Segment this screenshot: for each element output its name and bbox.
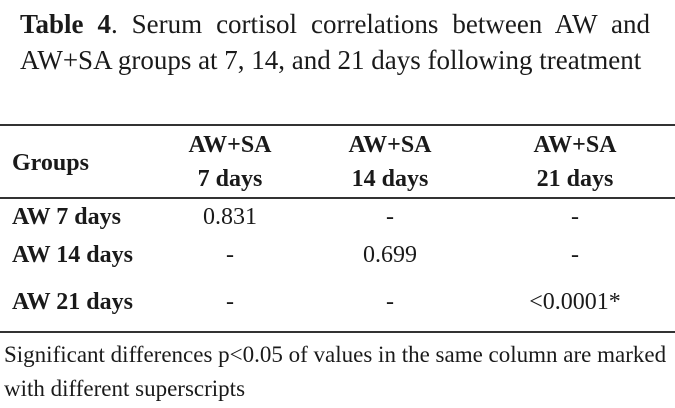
row-label-aw-7-days: AW 7 days <box>12 204 121 230</box>
row-label-aw-14-days: AW 14 days <box>12 242 133 268</box>
cell-r2-c3: - <box>571 242 579 268</box>
cell-r2-c2: 0.699 <box>363 242 417 268</box>
header-col-3-line1: AW+SA <box>533 132 617 158</box>
header-col-1-line1: AW+SA <box>188 132 272 158</box>
cell-r3-c1: - <box>226 289 234 315</box>
cell-r1-c2: - <box>386 204 394 230</box>
row-label-aw-21-days: AW 21 days <box>12 289 133 315</box>
table-caption-text: . Serum cortisol correlations between AW… <box>20 9 650 75</box>
header-col-3-line2: 21 days <box>536 166 614 192</box>
cell-r3-c3: <0.0001* <box>529 289 621 315</box>
table-header-rule <box>0 197 675 199</box>
table-caption: Table 4. Serum cortisol correlations bet… <box>20 6 650 78</box>
header-groups: Groups <box>12 150 89 176</box>
table-caption-label: Table 4 <box>20 9 111 39</box>
header-col-2-line2: 14 days <box>351 166 429 192</box>
header-col-2-line1: AW+SA <box>348 132 432 158</box>
table-top-rule <box>0 124 675 126</box>
cell-r2-c1: - <box>226 242 234 268</box>
cell-r3-c2: - <box>386 289 394 315</box>
cell-r1-c1: 0.831 <box>203 204 257 230</box>
cell-r1-c3: - <box>571 204 579 230</box>
table-footnote: Significant differences p<0.05 of values… <box>4 342 667 401</box>
table-bottom-rule <box>0 331 675 333</box>
header-col-1-line2: 7 days <box>197 166 263 192</box>
